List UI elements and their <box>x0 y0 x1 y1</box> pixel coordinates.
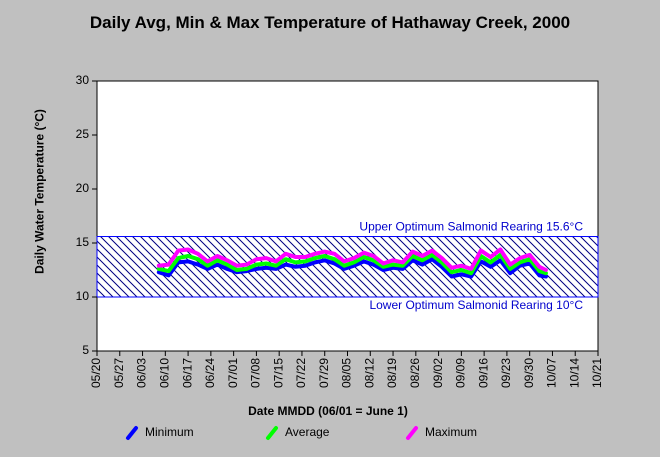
x-tick-label: 06/17 <box>180 358 194 388</box>
x-tick-label: 07/08 <box>249 358 263 388</box>
y-tick-label: 30 <box>76 73 90 87</box>
x-tick-label: 07/15 <box>271 358 285 388</box>
plot-area <box>96 80 599 352</box>
x-tick-label: 09/09 <box>454 358 468 388</box>
x-tick-label: 07/29 <box>317 358 331 388</box>
x-tick-label: 06/03 <box>135 358 149 388</box>
x-tick-label: 08/05 <box>340 358 354 388</box>
x-tick-label: 07/22 <box>294 358 308 388</box>
legend-swatch <box>406 426 418 440</box>
legend-label: Maximum <box>425 425 477 439</box>
band-upper-label: Upper Optimum Salmonid Rearing 15.6°C <box>359 220 583 234</box>
x-tick-label: 08/19 <box>385 358 399 388</box>
legend-swatch <box>266 426 278 440</box>
x-tick-label: 08/26 <box>408 358 422 388</box>
x-tick-label: 05/27 <box>112 358 126 388</box>
legend-label: Minimum <box>145 425 194 439</box>
x-tick-label: 08/12 <box>362 358 376 388</box>
x-tick-label: 09/02 <box>431 358 445 388</box>
series-line <box>156 257 548 279</box>
chart-title: Daily Avg, Min & Max Temperature of Hath… <box>89 13 571 32</box>
y-tick-label: 15 <box>76 235 90 249</box>
x-tick-label: 09/23 <box>499 358 513 388</box>
y-axis-label: Daily Water Temperature (°C) <box>32 109 47 274</box>
x-axis-label: Date MMDD (06/01 = June 1) <box>248 404 408 418</box>
y-tick-label: 25 <box>76 127 90 141</box>
y-tick-label: 5 <box>82 343 89 357</box>
series-line <box>156 247 548 272</box>
legend-label: Average <box>285 425 330 439</box>
x-tick-label: 09/16 <box>476 358 490 388</box>
series-line <box>156 252 548 276</box>
y-tick-label: 20 <box>76 181 90 195</box>
band-lower-label: Lower Optimum Salmonid Rearing 10°C <box>369 298 583 312</box>
x-tick-label: 09/30 <box>522 358 536 388</box>
x-tick-label: 07/01 <box>226 358 240 388</box>
x-tick-label: 10/21 <box>590 358 604 388</box>
x-tick-label: 10/14 <box>567 358 581 388</box>
x-tick-label: 06/10 <box>157 358 171 388</box>
x-tick-label: 05/20 <box>89 358 103 388</box>
x-tick-label: 06/24 <box>203 358 217 388</box>
x-tick-label: 10/07 <box>545 358 559 388</box>
legend-swatch <box>126 426 138 440</box>
y-tick-label: 10 <box>76 289 90 303</box>
